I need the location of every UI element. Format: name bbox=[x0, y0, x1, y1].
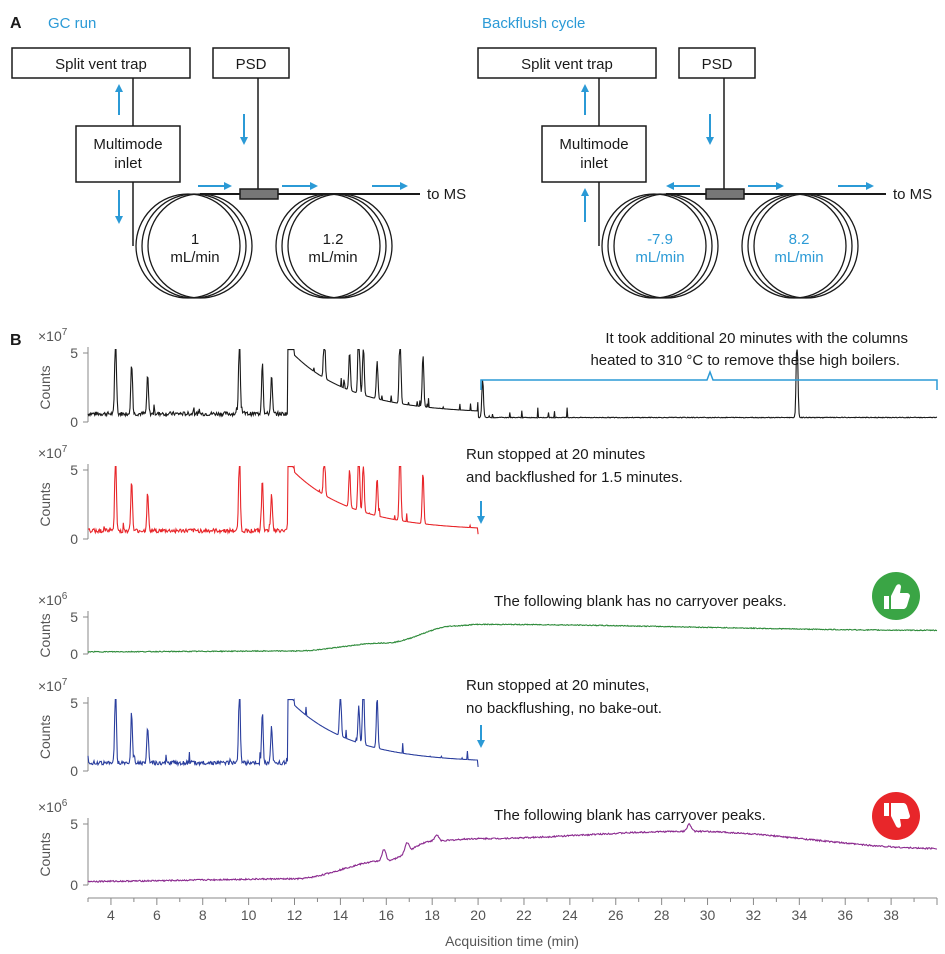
y-tick-label: 5 bbox=[70, 816, 78, 832]
x-axis-label: Acquisition time (min) bbox=[445, 933, 579, 949]
y-tick-label: 0 bbox=[70, 414, 78, 430]
y-axis-label: Counts bbox=[37, 715, 53, 759]
x-tick-label: 24 bbox=[562, 907, 578, 923]
y-scale-label: ×107 bbox=[38, 327, 68, 344]
y-axis-label: Counts bbox=[37, 365, 53, 409]
gc-run-title: GC run bbox=[48, 15, 96, 32]
y-axis-label: Counts bbox=[37, 832, 53, 876]
x-tick-label: 22 bbox=[516, 907, 532, 923]
annotation-no-backflush-2: no backflushing, no bake-out. bbox=[466, 700, 662, 717]
x-tick-label: 4 bbox=[107, 907, 115, 923]
inlet-label-1b: Multimode bbox=[559, 136, 628, 153]
col1-flow-unit: mL/min bbox=[170, 249, 219, 266]
chromatogram-trace bbox=[88, 464, 479, 535]
y-scale-label: ×107 bbox=[38, 444, 68, 461]
x-tick-label: 14 bbox=[333, 907, 349, 923]
thumbs-up-icon bbox=[872, 572, 920, 620]
bake-out-brace bbox=[480, 369, 938, 390]
col1-backflush-value: -7.9 bbox=[647, 231, 673, 248]
backflush-diagram: Split vent trap PSD Multimode inlet -7.9… bbox=[477, 47, 932, 299]
y-scale-label: ×107 bbox=[38, 677, 68, 694]
y-tick-label: 5 bbox=[70, 345, 78, 361]
y-axis-label: Counts bbox=[37, 613, 53, 657]
annotation-no-carryover: The following blank has no carryover pea… bbox=[494, 593, 787, 610]
panel-b-label: B bbox=[10, 332, 22, 349]
to-ms-label: to MS bbox=[427, 186, 466, 203]
annotation-no-backflush-1: Run stopped at 20 minutes, bbox=[466, 677, 649, 694]
column-1-coil bbox=[135, 193, 253, 299]
splitter-union bbox=[239, 188, 279, 200]
y-tick-label: 5 bbox=[70, 609, 78, 625]
x-tick-label: 30 bbox=[700, 907, 716, 923]
y-tick-label: 0 bbox=[70, 763, 78, 779]
x-tick-label: 36 bbox=[837, 907, 853, 923]
x-tick-label: 26 bbox=[608, 907, 624, 923]
x-tick-label: 38 bbox=[883, 907, 899, 923]
annotation-backflush-2: and backflushed for 1.5 minutes. bbox=[466, 469, 683, 486]
inlet-label-1: Multimode bbox=[93, 136, 162, 153]
psd-label: PSD bbox=[236, 56, 267, 73]
y-tick-label: 0 bbox=[70, 646, 78, 662]
col2-backflush-value: 8.2 bbox=[789, 231, 810, 248]
split-vent-trap-label: Split vent trap bbox=[55, 56, 147, 73]
x-axis: 4 6 8 10 12 14 16 18 20 22 24 26 28 30 32 34 36 38 bbox=[87, 897, 938, 923]
y-tick-label: 5 bbox=[70, 462, 78, 478]
panel-a-label: A bbox=[10, 15, 22, 32]
y-tick-label: 0 bbox=[70, 531, 78, 547]
chromatogram-trace bbox=[87, 623, 938, 653]
y-scale-label: ×106 bbox=[38, 798, 68, 815]
psd-label-2: PSD bbox=[702, 56, 733, 73]
chromatogram-trace bbox=[87, 698, 479, 767]
split-vent-trap-box bbox=[11, 47, 191, 79]
x-tick-label: 12 bbox=[287, 907, 303, 923]
annotation-bakeout-2: heated to 310 °C to remove these high bo… bbox=[590, 352, 900, 369]
thumbs-down-icon bbox=[872, 792, 920, 840]
inlet-label-2: inlet bbox=[114, 155, 142, 172]
x-tick-label: 32 bbox=[746, 907, 762, 923]
chromatogram-trace bbox=[87, 349, 938, 419]
annotation-bakeout-1: It took additional 20 minutes with the c… bbox=[605, 330, 908, 347]
x-tick-label: 10 bbox=[241, 907, 257, 923]
inlet-label-2b: inlet bbox=[580, 155, 608, 172]
x-tick-label: 16 bbox=[379, 907, 395, 923]
to-ms-label-2: to MS bbox=[893, 186, 932, 203]
y-tick-label: 5 bbox=[70, 695, 78, 711]
chromatogram-trace bbox=[87, 822, 938, 883]
y-scale-label: ×106 bbox=[38, 591, 68, 608]
split-vent-trap-label-2: Split vent trap bbox=[521, 56, 613, 73]
x-tick-label: 8 bbox=[199, 907, 207, 923]
annotation-carryover: The following blank has carryover peaks. bbox=[494, 807, 766, 824]
col2-backflush-unit: mL/min bbox=[774, 249, 823, 266]
col1-flow-value: 1 bbox=[191, 231, 199, 248]
x-tick-label: 20 bbox=[470, 907, 486, 923]
col1-backflush-unit: mL/min bbox=[635, 249, 684, 266]
backflush-title: Backflush cycle bbox=[482, 15, 585, 32]
annotation-backflush-1: Run stopped at 20 minutes bbox=[466, 446, 645, 463]
x-tick-label: 28 bbox=[654, 907, 670, 923]
col2-flow-unit: mL/min bbox=[308, 249, 357, 266]
x-tick-label: 6 bbox=[153, 907, 161, 923]
x-tick-label: 34 bbox=[792, 907, 808, 923]
x-tick-label: 18 bbox=[424, 907, 440, 923]
y-tick-label: 0 bbox=[70, 877, 78, 893]
gc-run-diagram: Split vent trap PSD Multimode inlet 1 mL… bbox=[11, 47, 466, 299]
multimode-inlet-box bbox=[75, 125, 181, 183]
psd-box bbox=[212, 47, 290, 79]
y-axis-label: Counts bbox=[37, 482, 53, 526]
chromatogram-traces: 50×107Counts50×107Counts50×106Counts50×1… bbox=[37, 327, 938, 893]
col2-flow-value: 1.2 bbox=[323, 231, 344, 248]
